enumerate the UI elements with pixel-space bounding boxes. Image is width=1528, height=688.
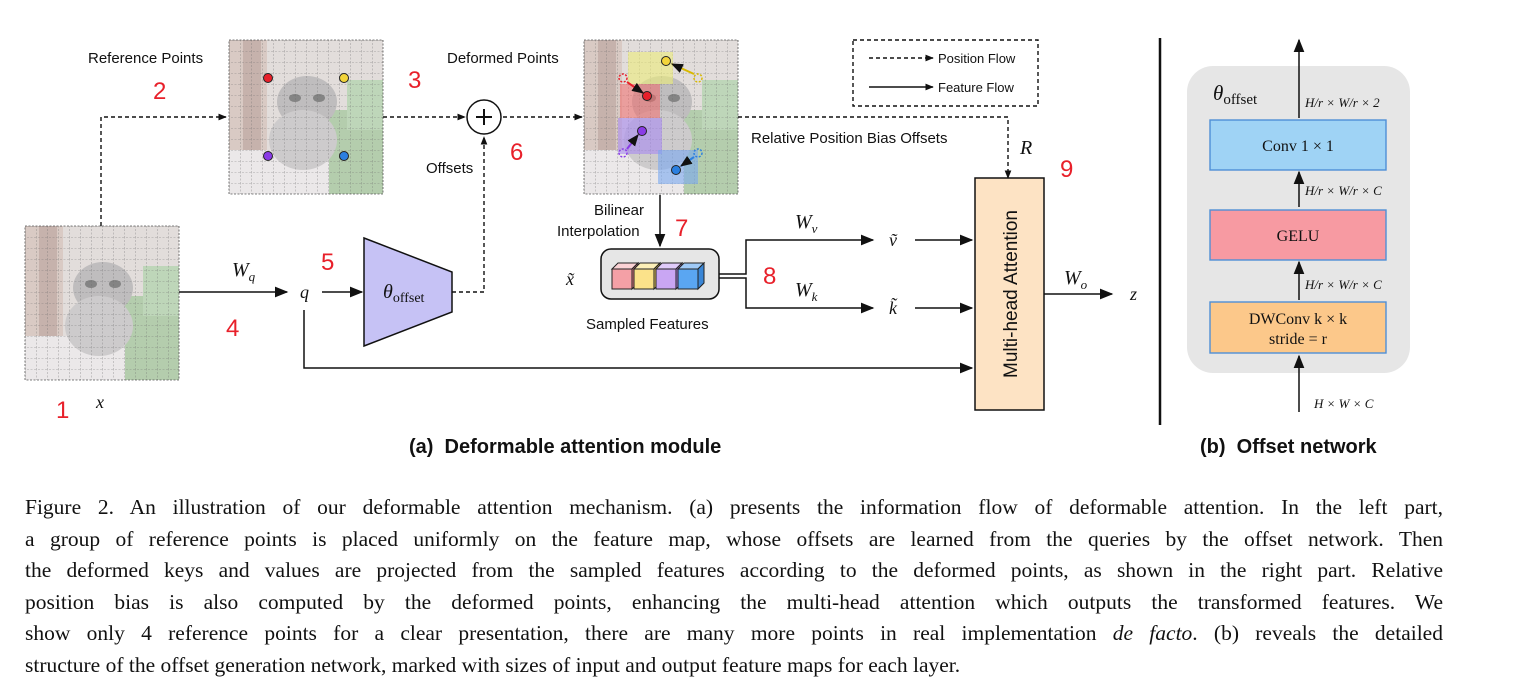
step-number-2: 2	[153, 78, 166, 105]
input-feature-map	[24, 225, 180, 381]
gelu-layer	[1209, 209, 1387, 261]
Wv-label: Wv	[795, 211, 818, 236]
theta-offset-label: θoffset	[383, 281, 425, 306]
bilinear-label-2: Interpolation	[557, 223, 640, 240]
dim-input: H × W × C	[1313, 396, 1374, 411]
k-tilde-label: k̃	[889, 297, 898, 318]
dim-after-dwconv: H/r × W/r × C	[1304, 277, 1382, 292]
step-number-3: 3	[408, 67, 421, 94]
x-label: x	[95, 392, 104, 412]
deformed-point-red	[642, 91, 652, 101]
figure-panel: x Reference Points Deformed Points	[24, 38, 1410, 458]
feature-flow-arrows	[179, 195, 1114, 374]
conv-label: Conv 1 × 1	[1262, 138, 1334, 155]
offset-network-block	[363, 236, 453, 348]
position-flow-arrows	[100, 113, 1012, 293]
panel-b-title: (b) Offset network	[1200, 436, 1378, 458]
legend-position-flow: Position Flow	[938, 51, 1016, 66]
dim-after-gelu: H/r × W/r × C	[1304, 183, 1382, 198]
step-number-8: 8	[763, 263, 776, 290]
caption-line-4: position bias is also computed by the de…	[25, 589, 1443, 614]
dim-output: H/r × W/r × 2	[1304, 95, 1380, 110]
R-label: R	[1019, 137, 1032, 159]
figure-caption: Figure 2. An illustration of our deforma…	[25, 492, 1443, 682]
sampled-features-block	[600, 248, 720, 300]
caption-line-5: show only 4 reference points for a clear…	[25, 621, 1443, 646]
q-label: q	[300, 282, 309, 302]
sampled-features-label: Sampled Features	[586, 316, 709, 333]
reference-points-map	[228, 39, 384, 195]
caption-line-2: a group of reference points is placed un…	[25, 526, 1443, 551]
Wo-label: Wo	[1064, 267, 1088, 292]
caption-line-1: Figure 2. An illustration of our deforma…	[25, 495, 1443, 519]
deformed-points-map	[583, 39, 739, 195]
ref-point-purple	[263, 151, 273, 161]
ref-point-yellow	[339, 73, 349, 83]
Wq-label: Wq	[232, 259, 256, 284]
deformed-point-yellow	[661, 56, 671, 66]
bilinear-label-1: Bilinear	[594, 202, 644, 219]
Wk-label: Wk	[795, 279, 818, 304]
dwconv-label-1: DWConv k × k	[1249, 311, 1347, 328]
v-tilde-label: ṽ	[889, 230, 898, 250]
relative-bias-label: Relative Position Bias Offsets	[751, 130, 947, 147]
feature-cube-icon	[610, 261, 706, 291]
panel-b-theta-label: θoffset	[1213, 81, 1258, 108]
z-label: z	[1129, 284, 1137, 304]
multi-head-attention-block	[974, 177, 1045, 411]
dwconv-layer	[1209, 301, 1387, 354]
deformed-point-blue	[671, 165, 681, 175]
dwconv-label-2: stride = r	[1269, 331, 1328, 348]
plus-circle-icon	[466, 99, 502, 135]
panel-a-title: (a) Deformable attention module	[409, 436, 721, 458]
step-number-6: 6	[510, 139, 523, 166]
ref-point-red	[263, 73, 273, 83]
caption-line-3: the deformed keys and values are project…	[25, 558, 1443, 583]
offsets-label: Offsets	[426, 160, 473, 177]
step-number-1: 1	[56, 397, 69, 424]
step-number-7: 7	[675, 215, 688, 242]
step-number-4: 4	[226, 315, 239, 342]
reference-points-label: Reference Points	[88, 50, 203, 67]
gelu-label: GELU	[1277, 228, 1320, 245]
legend-feature-flow: Feature Flow	[938, 80, 1014, 95]
deformed-points-label: Deformed Points	[447, 50, 559, 67]
x-tilde-label: x̃	[565, 269, 575, 289]
multi-head-attention-label: Multi-head Attention	[1001, 210, 1022, 378]
conv-layer	[1209, 119, 1387, 171]
flow-legend: Position Flow Feature Flow	[852, 39, 1039, 107]
ref-point-blue	[339, 151, 349, 161]
step-number-9: 9	[1060, 156, 1073, 183]
caption-line-6: structure of the offset generation netwo…	[25, 652, 961, 677]
deformed-point-purple	[637, 126, 647, 136]
step-number-5: 5	[321, 249, 334, 276]
